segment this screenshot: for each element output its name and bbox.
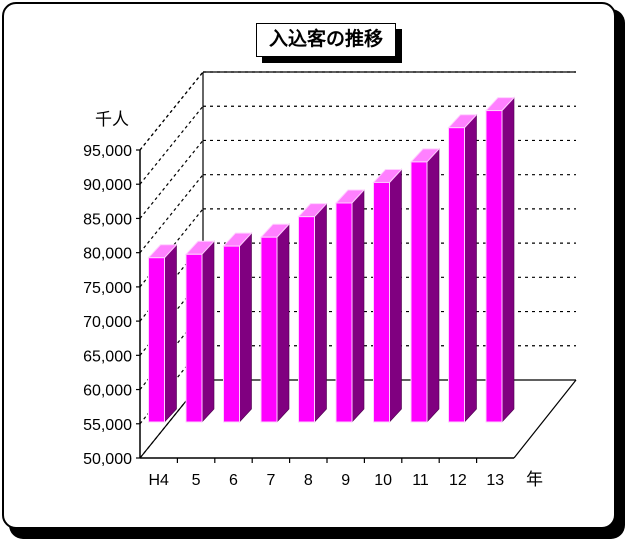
bar-side [351, 189, 365, 423]
x-tick-label: 7 [266, 472, 275, 489]
bar-front [148, 257, 165, 423]
bar-front [223, 245, 240, 423]
bar-front [485, 110, 503, 423]
x-tick-label: 13 [486, 472, 504, 489]
floor-right-edge [513, 379, 577, 459]
side-gridline [139, 379, 204, 459]
bar [484, 96, 516, 423]
x-tick-label: H4 [148, 472, 169, 489]
x-tick-label: 11 [412, 472, 429, 489]
bar [409, 148, 441, 423]
bar-front [373, 181, 390, 423]
y-tick-label: 90,000 [83, 177, 132, 194]
x-tick-label: 5 [192, 472, 201, 489]
x-tick-label: 10 [374, 472, 392, 489]
y-tick-label: 60,000 [83, 383, 132, 400]
bar [297, 202, 328, 423]
bar [147, 243, 178, 423]
bar-side [276, 223, 290, 423]
bar-side [314, 202, 327, 423]
y-tick-label: 95,000 [83, 143, 132, 160]
bar-front [298, 216, 315, 423]
side-gridline [139, 105, 204, 185]
bar-side [201, 240, 215, 423]
side-gridline [139, 140, 204, 219]
bar-front [410, 161, 428, 423]
bar [222, 232, 253, 423]
bar-front [260, 236, 278, 423]
x-axis-label: 年 [526, 470, 543, 490]
y-tick-label: 75,000 [83, 280, 132, 297]
bar-side [164, 243, 177, 423]
bar-side [239, 232, 252, 423]
side-gridline [139, 174, 204, 254]
x-tick-label: 8 [304, 472, 313, 489]
bar [334, 189, 366, 423]
bar-side [464, 113, 477, 423]
bar-side [501, 96, 515, 423]
y-tick-label: 85,000 [83, 211, 132, 228]
y-tick-label: 80,000 [83, 246, 132, 263]
bar [372, 168, 403, 423]
y-tick-label: 65,000 [83, 348, 132, 365]
y-tick-label: 55,000 [83, 417, 132, 434]
bar-side [389, 168, 402, 423]
bar [259, 223, 291, 423]
y-tick-label: 50,000 [83, 451, 132, 468]
bar-side [426, 148, 440, 423]
y-axis-label: 千人 [95, 110, 129, 130]
bar-front [185, 253, 203, 423]
y-tick-label: 70,000 [83, 314, 132, 331]
bar-front [448, 127, 465, 423]
bar-front [335, 202, 353, 423]
bar [184, 240, 216, 423]
x-tick-label: 9 [341, 472, 350, 489]
chart-title: 入込客の推移 [256, 23, 396, 57]
bar [447, 113, 478, 423]
x-tick-label: 6 [229, 472, 238, 489]
x-tick-label: 12 [449, 472, 467, 489]
side-gridline [139, 71, 204, 151]
